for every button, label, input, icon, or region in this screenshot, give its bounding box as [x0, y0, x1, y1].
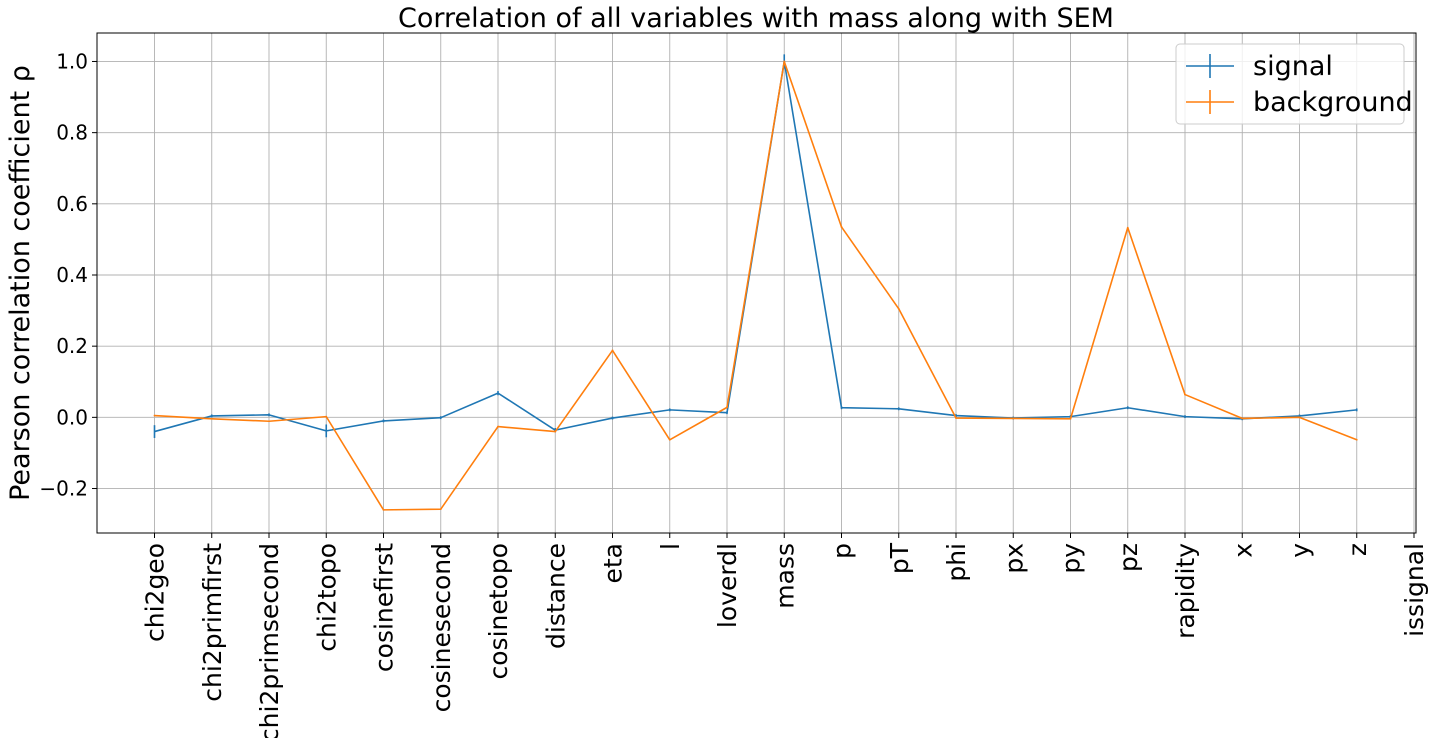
x-tick-label: rapidity — [1171, 543, 1200, 639]
x-axis: chi2geo chi2primfirst chi2primsecond chi2to… — [141, 533, 1429, 738]
x-tick-label: eta — [599, 543, 628, 584]
x-tick-label: chi2primfirst — [198, 543, 227, 702]
legend: signal background — [1175, 43, 1413, 125]
series-layer — [153, 54, 1358, 511]
x-tick-label: px — [999, 543, 1028, 574]
x-tick-label: distance — [541, 543, 570, 649]
x-tick-label: cosinefirst — [370, 543, 399, 672]
x-tick-label: issignal — [1400, 543, 1429, 637]
y-tick-label: 0.4 — [56, 263, 88, 287]
x-tick-label: chi2geo — [141, 543, 170, 642]
x-tick-label: loverdl — [713, 543, 742, 628]
x-tick-label: p — [828, 543, 857, 559]
y-tick-label: −0.2 — [39, 477, 88, 501]
plot-frame — [96, 32, 1417, 534]
x-tick-label: chi2topo — [312, 543, 341, 652]
chart-title: Correlation of all variables with mass a… — [398, 3, 1114, 34]
x-tick-label: cosinesecond — [427, 543, 456, 712]
x-tick-label: pz — [1114, 543, 1143, 572]
y-tick-label: 0.0 — [56, 405, 88, 429]
y-tick-label: 0.6 — [56, 192, 88, 216]
grid — [97, 33, 1416, 533]
x-tick-label: l — [656, 543, 685, 550]
x-tick-label: x — [1228, 543, 1257, 558]
x-tick-label: y — [1286, 543, 1315, 558]
x-tick-label: z — [1343, 543, 1372, 556]
y-axis: −0.2 0.0 0.2 0.4 0.6 0.8 1.0 — [39, 49, 97, 501]
x-tick-label: mass — [770, 543, 799, 609]
legend-label-background: background — [1253, 87, 1413, 118]
legend-label-signal: signal — [1253, 51, 1333, 82]
series-line-background — [154, 60, 1358, 511]
y-tick-label: 0.8 — [56, 121, 88, 145]
y-tick-label: 0.2 — [56, 334, 88, 358]
legend-box — [1175, 43, 1405, 125]
y-axis-label: Pearson correlation coefficient ρ — [5, 65, 36, 501]
x-tick-label: cosinetopo — [484, 543, 513, 680]
y-tick-label: 1.0 — [56, 49, 88, 73]
x-tick-label: phi — [942, 543, 971, 582]
x-tick-label: chi2primsecond — [255, 543, 284, 738]
x-tick-label: pT — [885, 542, 914, 574]
x-tick-label: py — [1057, 543, 1086, 574]
